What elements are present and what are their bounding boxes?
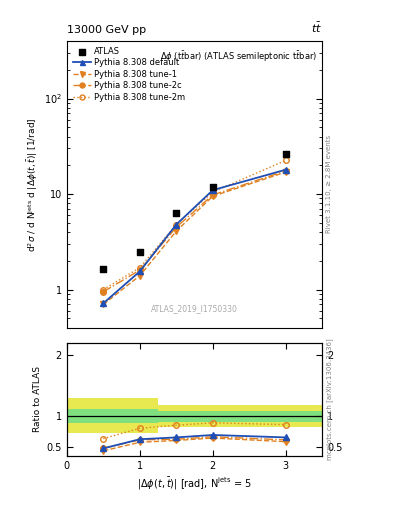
- Pythia 8.308 tune-2c: [210, 192, 215, 198]
- Pythia 8.308 tune-2m: [174, 222, 179, 228]
- Text: $\Delta\phi$ (t$\bar{t}$bar) (ATLAS semileptonic t$\bar{t}$bar): $\Delta\phi$ (t$\bar{t}$bar) (ATLAS semi…: [160, 50, 317, 65]
- Pythia 8.308 tune-2c: [138, 267, 142, 273]
- Pythia 8.308 default: [101, 300, 106, 306]
- Pythia 8.308 default: [138, 268, 142, 274]
- ATLAS: [283, 151, 289, 159]
- Pythia 8.308 tune-1: [283, 169, 288, 175]
- Pythia 8.308 default: [210, 187, 215, 193]
- Pythia 8.308 tune-1: [138, 272, 142, 279]
- Pythia 8.308 tune-2c: [283, 168, 288, 174]
- Pythia 8.308 tune-2c: [174, 224, 179, 230]
- Pythia 8.308 tune-2m: [101, 287, 106, 293]
- Line: Pythia 8.308 tune-1: Pythia 8.308 tune-1: [101, 169, 288, 307]
- Pythia 8.308 tune-1: [174, 228, 179, 234]
- Pythia 8.308 default: [283, 166, 288, 173]
- Y-axis label: Ratio to ATLAS: Ratio to ATLAS: [33, 367, 42, 432]
- ATLAS: [100, 265, 107, 273]
- Pythia 8.308 tune-2m: [283, 157, 288, 163]
- ATLAS: [209, 182, 216, 190]
- Legend: ATLAS, Pythia 8.308 default, Pythia 8.308 tune-1, Pythia 8.308 tune-2c, Pythia 8: ATLAS, Pythia 8.308 default, Pythia 8.30…: [71, 45, 187, 103]
- Y-axis label: d$^2\sigma$ / d N$^{\rm jets}$ d $|\Delta\phi(t,\bar{t})|$ [1/rad]: d$^2\sigma$ / d N$^{\rm jets}$ d $|\Delt…: [25, 117, 40, 251]
- Pythia 8.308 tune-2m: [210, 189, 215, 195]
- Pythia 8.308 default: [174, 222, 179, 228]
- X-axis label: $|\Delta\phi(t,\bar{t})|$ [rad], N$^{\rm jets}$ = 5: $|\Delta\phi(t,\bar{t})|$ [rad], N$^{\rm…: [137, 476, 252, 492]
- Text: mcplots.cern.ch [arXiv:1306.3436]: mcplots.cern.ch [arXiv:1306.3436]: [326, 338, 333, 460]
- Pythia 8.308 tune-2m: [138, 265, 142, 271]
- Line: Pythia 8.308 tune-2c: Pythia 8.308 tune-2c: [101, 168, 288, 294]
- ATLAS: [137, 247, 143, 255]
- Text: $t\bar{t}$: $t\bar{t}$: [311, 21, 322, 35]
- Line: Pythia 8.308 default: Pythia 8.308 default: [101, 167, 288, 306]
- Pythia 8.308 tune-1: [210, 193, 215, 199]
- Text: Rivet 3.1.10, ≥ 2.8M events: Rivet 3.1.10, ≥ 2.8M events: [326, 135, 332, 233]
- Line: Pythia 8.308 tune-2m: Pythia 8.308 tune-2m: [101, 158, 288, 292]
- Pythia 8.308 tune-2c: [101, 289, 106, 295]
- ATLAS: [173, 209, 180, 218]
- Text: 13000 GeV pp: 13000 GeV pp: [67, 25, 146, 35]
- Text: ATLAS_2019_I1750330: ATLAS_2019_I1750330: [151, 304, 238, 313]
- Pythia 8.308 tune-1: [101, 302, 106, 308]
